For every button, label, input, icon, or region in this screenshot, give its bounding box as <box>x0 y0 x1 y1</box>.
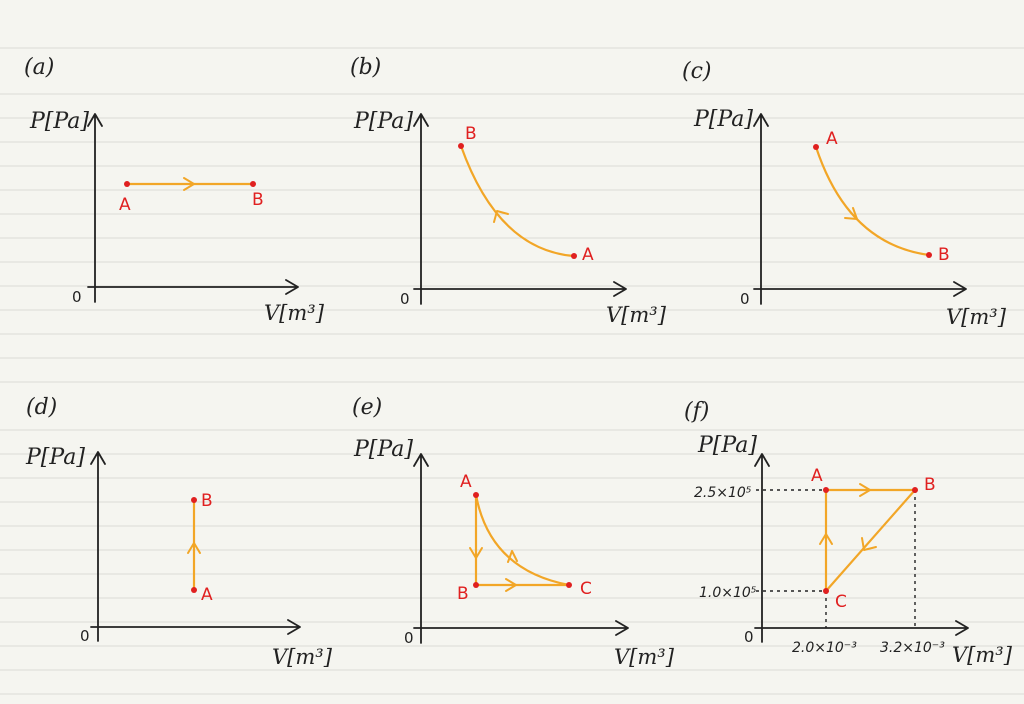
panel-a-y-axis <box>87 113 103 303</box>
panel-a-origin: 0 <box>72 288 82 306</box>
panel-c-x-axis-label: V[m³] <box>946 305 1007 329</box>
panel-e-arrow-ca <box>507 550 518 563</box>
panel-c-direction-arrow <box>844 207 858 220</box>
panel-d-point-a-dot <box>191 587 197 593</box>
panel-e-point-b-label: B <box>457 584 469 604</box>
panel-f-point-c-dot <box>823 588 829 594</box>
panel-f-label: (f) <box>684 399 709 424</box>
panel-e-y-axis <box>413 453 429 644</box>
panel-d: (d) P[Pa] V[m³] 0 B A <box>25 395 333 669</box>
panel-f-y-axis <box>754 453 770 643</box>
panel-f-origin: 0 <box>744 628 754 646</box>
panel-c-point-a-dot <box>813 144 819 150</box>
panel-f-point-c-label: C <box>835 592 847 612</box>
panel-d-point-a-label: A <box>201 585 213 605</box>
panel-f-arrow-ca <box>819 533 833 545</box>
panel-e-point-c-dot <box>566 582 572 588</box>
panel-e-point-c-label: C <box>580 579 592 599</box>
panel-c-y-axis <box>753 113 769 305</box>
panel-b-direction-arrow <box>493 210 509 223</box>
panel-a-x-axis-label: V[m³] <box>264 301 325 325</box>
panel-d-label: (d) <box>26 395 57 420</box>
panel-d-origin: 0 <box>80 627 90 645</box>
panel-a-y-axis-label: P[Pa] <box>29 109 89 134</box>
panel-f-process-bc <box>824 488 917 593</box>
panel-f-arrow-ab <box>859 483 871 497</box>
panel-b-origin: 0 <box>400 290 410 308</box>
panel-c: (c) P[Pa] V[m³] 0 A B <box>682 59 1007 329</box>
panel-d-direction-arrow <box>187 542 201 554</box>
panel-f-y-axis-label: P[Pa] <box>697 433 757 458</box>
panel-a-label: (a) <box>24 55 54 80</box>
panel-b-y-axis-label: P[Pa] <box>353 109 413 134</box>
panel-e-x-axis <box>413 620 629 636</box>
panel-f-x-axis-label: V[m³] <box>952 643 1013 667</box>
panel-f-point-a-dot <box>823 487 829 493</box>
panel-b-label: (b) <box>350 55 381 80</box>
panel-c-origin: 0 <box>740 290 750 308</box>
panel-a-point-b-dot <box>250 181 256 187</box>
panel-f-point-b-label: B <box>924 475 936 495</box>
panel-d-y-axis-label: P[Pa] <box>25 445 85 470</box>
panel-a-point-a-dot <box>124 181 130 187</box>
panel-a-point-b-label: B <box>252 190 264 210</box>
panel-e-origin: 0 <box>404 629 414 647</box>
panel-c-point-a-label: A <box>826 129 838 149</box>
panel-b-y-axis <box>413 113 429 305</box>
panel-e-x-axis-label: V[m³] <box>614 645 675 669</box>
panel-b-x-axis <box>413 281 627 297</box>
panel-c-point-b-dot <box>926 252 932 258</box>
panel-c-x-axis <box>753 281 967 297</box>
panel-f-arrow-bc <box>861 537 877 551</box>
panel-d-point-b-label: B <box>201 491 213 511</box>
panel-e-arrow-bc <box>505 578 517 592</box>
panel-a-point-a-label: A <box>119 195 131 215</box>
panel-e-label: (e) <box>352 395 382 420</box>
panel-e-point-a-dot <box>473 492 479 498</box>
panel-b: (b) P[Pa] V[m³] 0 B A <box>350 55 667 327</box>
panel-b-point-a-label: A <box>582 245 594 265</box>
panel-c-y-axis-label: P[Pa] <box>693 107 753 132</box>
panel-d-x-axis-label: V[m³] <box>272 645 333 669</box>
panel-e-process-ca <box>474 493 571 587</box>
panel-d-point-b-dot <box>191 497 197 503</box>
panel-b-point-b-label: B <box>465 124 477 144</box>
panel-d-y-axis <box>90 451 106 642</box>
panel-d-x-axis <box>90 619 301 635</box>
panel-b-process-curve <box>459 144 576 258</box>
panel-f-point-b-dot <box>912 487 918 493</box>
panel-b-x-axis-label: V[m³] <box>606 303 667 327</box>
panel-c-label: (c) <box>682 59 712 84</box>
panel-c-process-curve <box>814 145 931 257</box>
panel-f-y-tick-low: 1.0×10⁵ <box>699 585 757 601</box>
panel-b-point-b-dot <box>458 143 464 149</box>
panel-e-point-b-dot <box>473 582 479 588</box>
panel-f-x-tick-left: 2.0×10⁻³ <box>792 640 857 656</box>
panel-f: (f) P[Pa] V[m³] 0 2.5×10⁵ 1.0×10⁵ 2.0×10… <box>684 399 1013 667</box>
panel-f-point-a-label: A <box>811 466 823 486</box>
panel-f-x-axis <box>754 620 969 636</box>
panel-b-point-a-dot <box>571 253 577 259</box>
panel-a-direction-arrow <box>183 177 195 191</box>
panel-a-x-axis <box>87 279 299 295</box>
panel-e: (e) P[Pa] V[m³] 0 A B C <box>352 395 675 669</box>
ruled-lines <box>0 47 1024 695</box>
panel-e-point-a-label: A <box>460 472 472 492</box>
panel-e-y-axis-label: P[Pa] <box>353 437 413 462</box>
panel-a: (a) P[Pa] V[m³] 0 A B <box>24 55 325 325</box>
panel-c-point-b-label: B <box>938 245 950 265</box>
panel-f-x-tick-right: 3.2×10⁻³ <box>880 640 945 656</box>
panel-e-arrow-ab <box>469 547 483 559</box>
panel-f-y-tick-high: 2.5×10⁵ <box>694 485 752 501</box>
